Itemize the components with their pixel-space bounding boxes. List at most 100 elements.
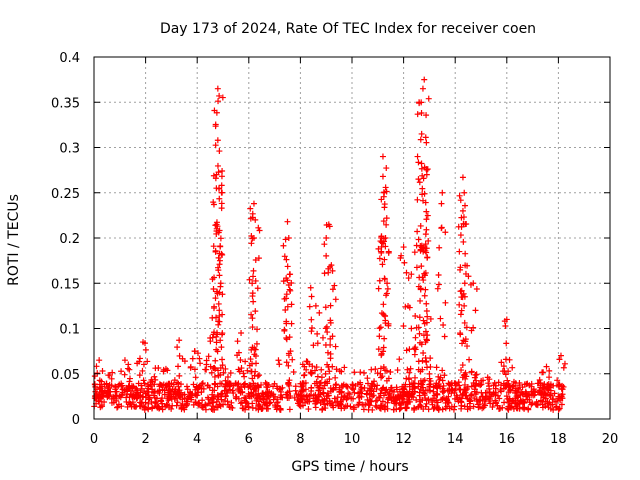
data-point <box>343 382 350 389</box>
x-tick-label: 12 <box>395 432 412 447</box>
data-point <box>156 387 163 394</box>
data-point <box>341 364 348 371</box>
data-point <box>436 244 443 251</box>
data-point <box>521 404 528 411</box>
data-point <box>97 385 104 392</box>
data-point <box>414 111 421 118</box>
data-point <box>435 406 442 413</box>
data-point <box>276 361 283 368</box>
x-tick-label: 20 <box>602 432 619 447</box>
data-point <box>457 264 464 271</box>
data-point <box>219 167 226 174</box>
data-point <box>441 372 448 379</box>
data-point <box>312 404 319 411</box>
y-tick-label: 0.25 <box>51 187 80 202</box>
data-point <box>517 397 524 404</box>
data-point <box>503 393 510 400</box>
data-point <box>153 395 160 402</box>
data-point <box>283 291 290 298</box>
data-point <box>314 330 321 337</box>
data-point <box>471 388 478 395</box>
data-point <box>216 272 223 279</box>
data-point <box>254 285 261 292</box>
data-point <box>378 374 385 381</box>
data-point <box>401 259 408 266</box>
data-point <box>519 384 526 391</box>
data-point <box>105 385 112 392</box>
data-point <box>145 406 152 413</box>
data-point <box>406 398 413 405</box>
data-point <box>478 381 485 388</box>
data-point <box>300 402 307 409</box>
data-point <box>420 175 427 182</box>
data-point <box>278 388 285 395</box>
data-point <box>378 352 385 359</box>
data-point <box>126 401 133 408</box>
data-point <box>216 185 223 192</box>
data-point <box>286 286 293 293</box>
data-point <box>253 340 260 347</box>
data-point <box>511 397 518 404</box>
data-point <box>440 322 447 329</box>
data-point <box>174 344 181 351</box>
data-point <box>416 100 423 107</box>
data-point <box>420 389 427 396</box>
data-point <box>213 339 220 346</box>
data-point <box>504 377 511 384</box>
data-point <box>99 367 106 374</box>
data-point <box>473 377 480 384</box>
data-point <box>550 406 557 413</box>
data-point <box>460 290 467 297</box>
data-point <box>266 400 273 407</box>
data-point <box>192 374 199 381</box>
data-point <box>423 208 430 215</box>
data-point <box>547 383 554 390</box>
data-point <box>235 380 242 387</box>
data-point <box>152 365 159 372</box>
data-point <box>181 391 188 398</box>
data-point <box>199 380 206 387</box>
data-point <box>463 324 470 331</box>
data-point <box>226 380 233 387</box>
data-point <box>451 387 458 394</box>
data-point <box>387 368 394 375</box>
data-point <box>108 375 115 382</box>
data-point <box>323 222 330 229</box>
data-point <box>540 369 547 376</box>
data-point <box>442 299 449 306</box>
data-point <box>284 277 291 284</box>
data-point <box>390 406 397 413</box>
data-point <box>322 379 329 386</box>
data-point <box>174 379 181 386</box>
data-point <box>558 393 565 400</box>
data-point <box>410 394 417 401</box>
data-point <box>456 192 463 199</box>
data-point <box>308 387 315 394</box>
data-point <box>376 255 383 262</box>
data-point <box>230 382 237 389</box>
data-point <box>312 302 319 309</box>
data-point <box>262 401 269 408</box>
data-point <box>105 392 112 399</box>
data-point <box>502 382 509 389</box>
data-point <box>385 322 392 329</box>
data-point <box>216 318 223 325</box>
data-point <box>376 333 383 340</box>
data-point <box>457 232 464 239</box>
data-point <box>420 349 427 356</box>
data-point <box>461 302 468 309</box>
data-point <box>512 403 519 410</box>
data-point <box>202 402 209 409</box>
data-point <box>556 356 563 363</box>
data-point <box>124 390 131 397</box>
data-point <box>322 304 329 311</box>
data-point <box>176 393 183 400</box>
data-point <box>418 263 425 270</box>
data-point <box>363 391 370 398</box>
data-point <box>208 406 215 413</box>
data-point <box>425 95 432 102</box>
data-point <box>277 406 284 413</box>
data-point <box>245 384 252 391</box>
data-point <box>421 244 428 251</box>
